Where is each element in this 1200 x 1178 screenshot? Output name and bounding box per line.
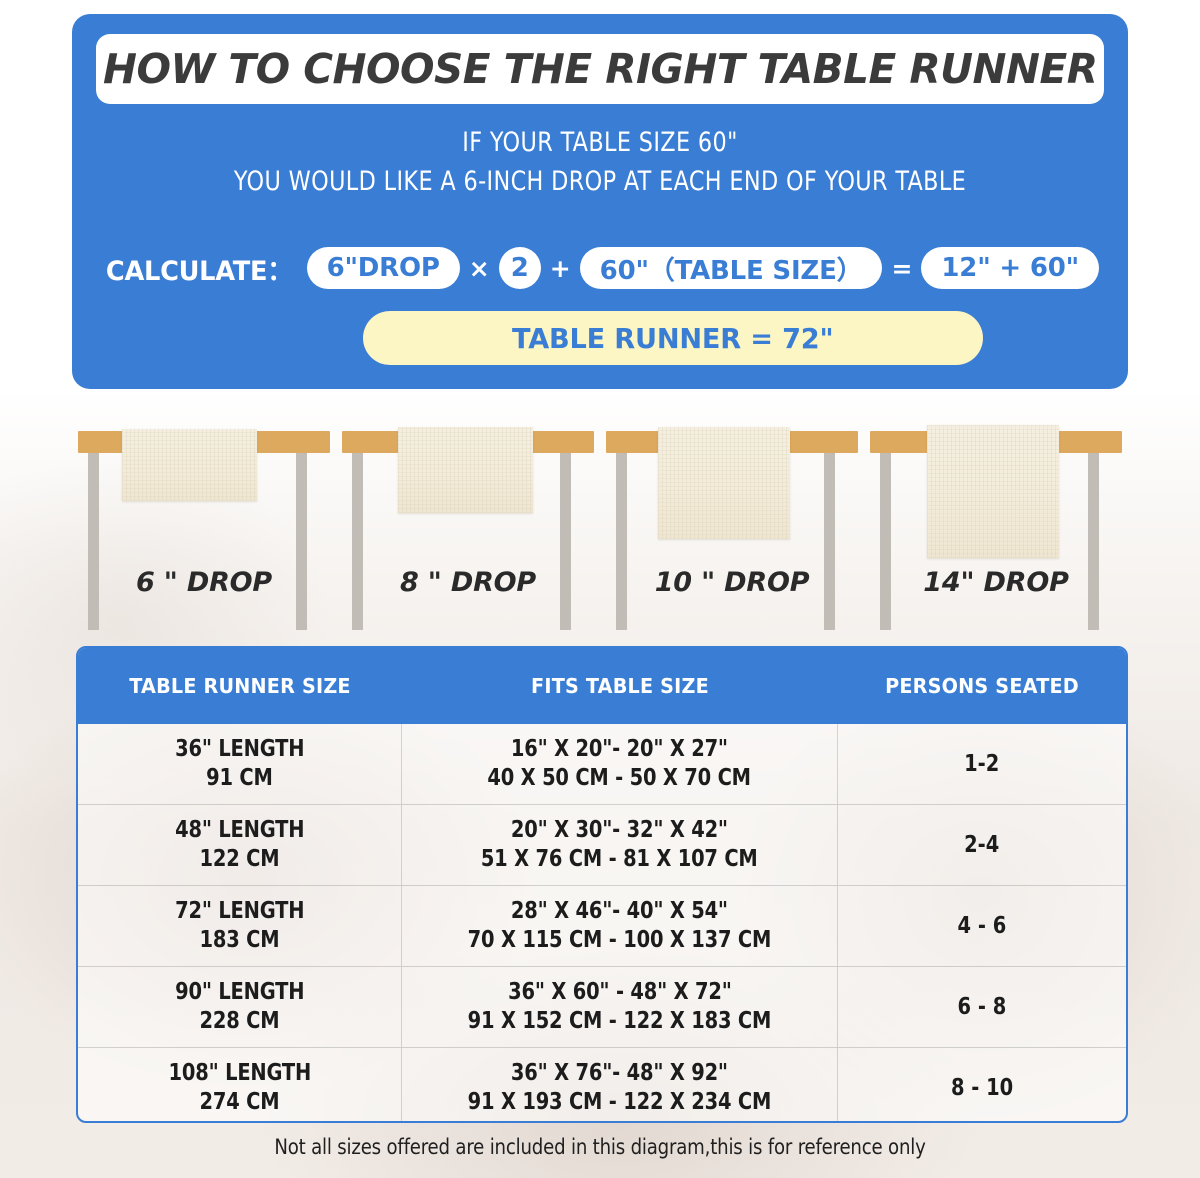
runner-length-cm: 183 CM — [199, 927, 280, 953]
drop-illustration: 10 " DROP — [600, 415, 864, 630]
fits-cm: 91 X 193 CM - 122 X 234 CM — [467, 1089, 772, 1115]
calc-term-sum: 12" + 60" — [921, 247, 1099, 289]
calculation-row: CALCULATE： 6"DROP × 2 + 60"（TABLE SIZE） … — [72, 247, 1128, 289]
runner-length-inches: 36" LENGTH — [174, 735, 305, 762]
fits-inches: 28" X 46"- 40" X 54" — [511, 897, 728, 924]
table-row: 90" LENGTH 228 CM 36" X 60" - 48" X 72" … — [78, 967, 1126, 1048]
runner-cloth — [927, 425, 1059, 558]
subtitle-line-1: IF YOUR TABLE SIZE 60" — [462, 127, 738, 158]
fits-cm: 91 X 152 CM - 122 X 183 CM — [467, 1008, 772, 1034]
fits-inches: 20" X 30"- 32" X 42" — [511, 816, 728, 843]
cell-runner-size: 90" LENGTH 228 CM — [78, 967, 402, 1047]
cell-fits-table-size: 28" X 46"- 40" X 54" 70 X 115 CM - 100 X… — [402, 886, 838, 966]
equals-operator-icon: = — [891, 253, 913, 283]
tabletop-right-icon — [250, 431, 330, 453]
drop-illustrations: 6 " DROP 8 " DROP 10 " DROP 1 — [72, 415, 1128, 630]
multiply-operator-icon: × — [468, 253, 490, 283]
cell-fits-table-size: 36" X 76"- 48" X 92" 91 X 193 CM - 122 X… — [402, 1048, 838, 1121]
cell-fits-table-size: 16" X 20"- 20" X 27" 40 X 50 CM - 50 X 7… — [402, 724, 838, 804]
persons-value: 1-2 — [964, 751, 1000, 777]
fits-cm: 51 X 76 CM - 81 X 107 CM — [481, 846, 758, 872]
calc-term-multiplier: 2 — [498, 247, 541, 289]
fits-inches: 36" X 76"- 48" X 92" — [511, 1059, 728, 1086]
cell-persons-seated: 4 - 6 — [838, 886, 1126, 966]
drop-illustration: 14" DROP — [864, 415, 1128, 630]
runner-length-cm: 91 CM — [206, 765, 273, 791]
plus-operator-icon: + — [549, 253, 571, 283]
tabletop-right-icon — [514, 431, 594, 453]
runner-length-inches: 108" LENGTH — [168, 1059, 311, 1086]
page-title: HOW TO CHOOSE THE RIGHT TABLE RUNNER — [102, 45, 1098, 93]
fits-inches: 16" X 20"- 20" X 27" — [511, 735, 728, 762]
table-leg-right-icon — [1088, 453, 1099, 630]
table-row: 36" LENGTH 91 CM 16" X 20"- 20" X 27" 40… — [78, 724, 1126, 805]
cell-runner-size: 48" LENGTH 122 CM — [78, 805, 402, 885]
runner-length-inches: 90" LENGTH — [174, 978, 305, 1005]
runner-length-cm: 274 CM — [199, 1089, 280, 1115]
table-leg-right-icon — [824, 453, 835, 630]
persons-value: 2-4 — [964, 832, 1000, 858]
runner-length-inches: 72" LENGTH — [174, 897, 305, 924]
cell-fits-table-size: 36" X 60" - 48" X 72" 91 X 152 CM - 122 … — [402, 967, 838, 1047]
table-leg-left-icon — [616, 453, 627, 630]
table-row: 48" LENGTH 122 CM 20" X 30"- 32" X 42" 5… — [78, 805, 1126, 886]
drop-illustration: 8 " DROP — [336, 415, 600, 630]
calculate-label: CALCULATE： — [105, 255, 293, 287]
drop-label: 14" DROP — [923, 567, 1069, 598]
column-header-runner-size: TABLE RUNNER SIZE — [129, 674, 351, 698]
title-plate: HOW TO CHOOSE THE RIGHT TABLE RUNNER — [96, 34, 1104, 104]
cell-runner-size: 72" LENGTH 183 CM — [78, 886, 402, 966]
runner-length-inches: 48" LENGTH — [174, 816, 305, 843]
hero-panel: HOW TO CHOOSE THE RIGHT TABLE RUNNER IF … — [72, 14, 1128, 389]
size-table: TABLE RUNNER SIZE FITS TABLE SIZE PERSON… — [76, 646, 1128, 1123]
drop-label: 8 " DROP — [400, 567, 536, 598]
runner-cloth — [122, 429, 257, 501]
table-leg-right-icon — [296, 453, 307, 630]
cell-persons-seated: 8 - 10 — [838, 1048, 1126, 1121]
runner-length-cm: 228 CM — [199, 1008, 280, 1034]
cell-persons-seated: 2-4 — [838, 805, 1126, 885]
fits-inches: 36" X 60" - 48" X 72" — [507, 978, 732, 1005]
cell-fits-table-size: 20" X 30"- 32" X 42" 51 X 76 CM - 81 X 1… — [402, 805, 838, 885]
column-header-fits-table-size: FITS TABLE SIZE — [531, 674, 709, 698]
runner-cloth — [398, 427, 533, 513]
table-row: 108" LENGTH 274 CM 36" X 76"- 48" X 92" … — [78, 1048, 1126, 1121]
persons-value: 8 - 10 — [950, 1075, 1014, 1101]
drop-illustration: 6 " DROP — [72, 415, 336, 630]
tabletop-right-icon — [778, 431, 858, 453]
cell-persons-seated: 1-2 — [838, 724, 1126, 804]
column-header-persons-seated: PERSONS SEATED — [885, 674, 1079, 698]
table-leg-left-icon — [352, 453, 363, 630]
subtitle-line-2: YOU WOULD LIKE A 6-INCH DROP AT EACH END… — [233, 166, 967, 197]
fits-cm: 40 X 50 CM - 50 X 70 CM — [487, 765, 752, 791]
persons-value: 4 - 6 — [957, 913, 1007, 939]
result-pill: TABLE RUNNER = 72" — [363, 311, 983, 365]
cell-persons-seated: 6 - 8 — [838, 967, 1126, 1047]
runner-length-cm: 122 CM — [199, 846, 280, 872]
runner-cloth — [658, 427, 790, 539]
table-leg-right-icon — [560, 453, 571, 630]
drop-label: 6 " DROP — [136, 567, 272, 598]
table-leg-left-icon — [88, 453, 99, 630]
calc-term-drop: 6"DROP — [306, 247, 460, 289]
persons-value: 6 - 8 — [957, 994, 1007, 1020]
drop-label: 10 " DROP — [654, 567, 810, 598]
table-leg-left-icon — [880, 453, 891, 630]
footnote: Not all sizes offered are included in th… — [274, 1135, 926, 1159]
table-header-row: TABLE RUNNER SIZE FITS TABLE SIZE PERSON… — [78, 648, 1126, 724]
table-body: 36" LENGTH 91 CM 16" X 20"- 20" X 27" 40… — [78, 724, 1126, 1121]
fits-cm: 70 X 115 CM - 100 X 137 CM — [467, 927, 772, 953]
cell-runner-size: 36" LENGTH 91 CM — [78, 724, 402, 804]
table-row: 72" LENGTH 183 CM 28" X 46"- 40" X 54" 7… — [78, 886, 1126, 967]
calc-term-table-size: 60"（TABLE SIZE） — [579, 247, 883, 289]
cell-runner-size: 108" LENGTH 274 CM — [78, 1048, 402, 1121]
result-text: TABLE RUNNER = 72" — [512, 321, 834, 355]
tabletop-right-icon — [1042, 431, 1122, 453]
